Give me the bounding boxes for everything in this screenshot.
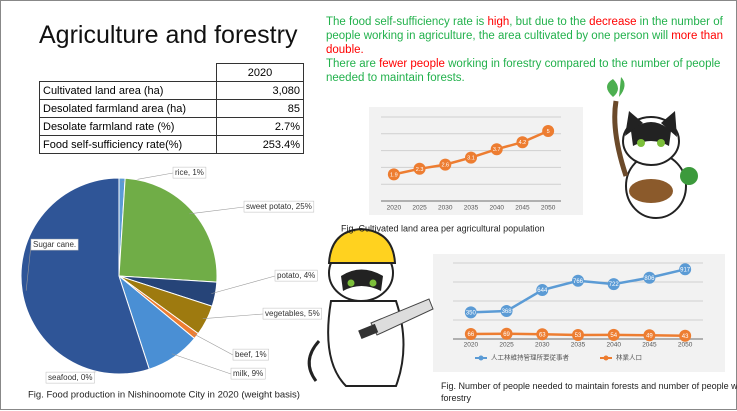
- cat-illustration: [607, 77, 698, 218]
- data-label: 806: [644, 276, 655, 282]
- data-label: 63: [539, 332, 546, 338]
- chart-caption: Fig. Food production in Nishinoomote Cit…: [28, 390, 300, 401]
- data-label: beef, 1%: [235, 350, 267, 359]
- x-tick-label: 2050: [678, 342, 693, 349]
- data-label: vegetables, 5%: [265, 309, 320, 318]
- data-label: 722: [609, 282, 620, 288]
- leader-line: [193, 334, 233, 355]
- chart-background: [369, 107, 583, 215]
- x-tick-label: 2020: [387, 205, 402, 212]
- data-label: 69: [503, 332, 510, 338]
- legend-label: 林業人口: [616, 353, 642, 362]
- x-tick-label: 2025: [499, 342, 514, 349]
- data-label: 368: [502, 309, 513, 315]
- data-label: 350: [466, 310, 477, 316]
- data-label: 2.6: [441, 163, 449, 169]
- data-label: 5: [547, 129, 550, 135]
- charts: rice, 1% sweet potato, 25% potato, 4% veget…: [1, 1, 737, 411]
- data-label: 43: [682, 334, 689, 340]
- caption-line: Fig. Number of people needed to maintain…: [441, 381, 737, 391]
- data-label: rice, 1%: [175, 168, 204, 177]
- x-tick-label: 2035: [571, 342, 586, 349]
- data-label: 2.3: [416, 167, 424, 173]
- data-label: 4.2: [519, 140, 527, 146]
- data-label: 49: [646, 333, 653, 339]
- x-tick-label: 2020: [464, 342, 479, 349]
- data-label: 917: [680, 267, 691, 273]
- chart-caption: Fig. Cultivated land area per agricultur…: [341, 223, 545, 233]
- x-tick-label: 2035: [464, 205, 479, 212]
- slide: Agriculture and forestry The food self-s…: [0, 0, 737, 410]
- x-tick-label: 2025: [412, 205, 427, 212]
- leader-line: [190, 207, 244, 214]
- x-tick-label: 2045: [642, 342, 657, 349]
- legend-marker: [604, 356, 609, 361]
- data-label: 644: [537, 288, 548, 294]
- cat-illustration: [309, 229, 433, 386]
- data-label: potato, 4%: [277, 271, 315, 280]
- x-tick-label: 2040: [606, 342, 621, 349]
- data-label: 1.9: [390, 172, 398, 178]
- data-label: sweet potato, 25%: [246, 202, 312, 211]
- data-label: Sugar cane.: [33, 240, 76, 249]
- data-label: 3.1: [467, 156, 475, 162]
- pie-slice: [119, 178, 217, 282]
- data-label: 766: [573, 279, 584, 285]
- data-label: 53: [575, 333, 582, 339]
- x-tick-label: 2030: [438, 205, 453, 212]
- x-tick-label: 2050: [541, 205, 556, 212]
- x-tick-label: 2045: [515, 205, 530, 212]
- x-tick-label: 2030: [535, 342, 550, 349]
- caption-line: forestry: [441, 393, 472, 403]
- legend-label: 人工林維持管理所要従事者: [491, 353, 570, 362]
- data-label: seafood, 0%: [48, 373, 92, 382]
- legend-marker: [479, 356, 484, 361]
- x-tick-label: 2040: [489, 205, 504, 212]
- data-label: 3.7: [493, 147, 501, 153]
- chart-caption: Fig. Number of people needed to maintain…: [441, 381, 737, 403]
- data-label: 66: [468, 332, 475, 338]
- leader-line: [203, 314, 263, 319]
- leader-line: [172, 354, 231, 374]
- data-label: milk, 9%: [233, 369, 263, 378]
- data-label: 54: [610, 333, 617, 339]
- leader-line: [211, 276, 275, 294]
